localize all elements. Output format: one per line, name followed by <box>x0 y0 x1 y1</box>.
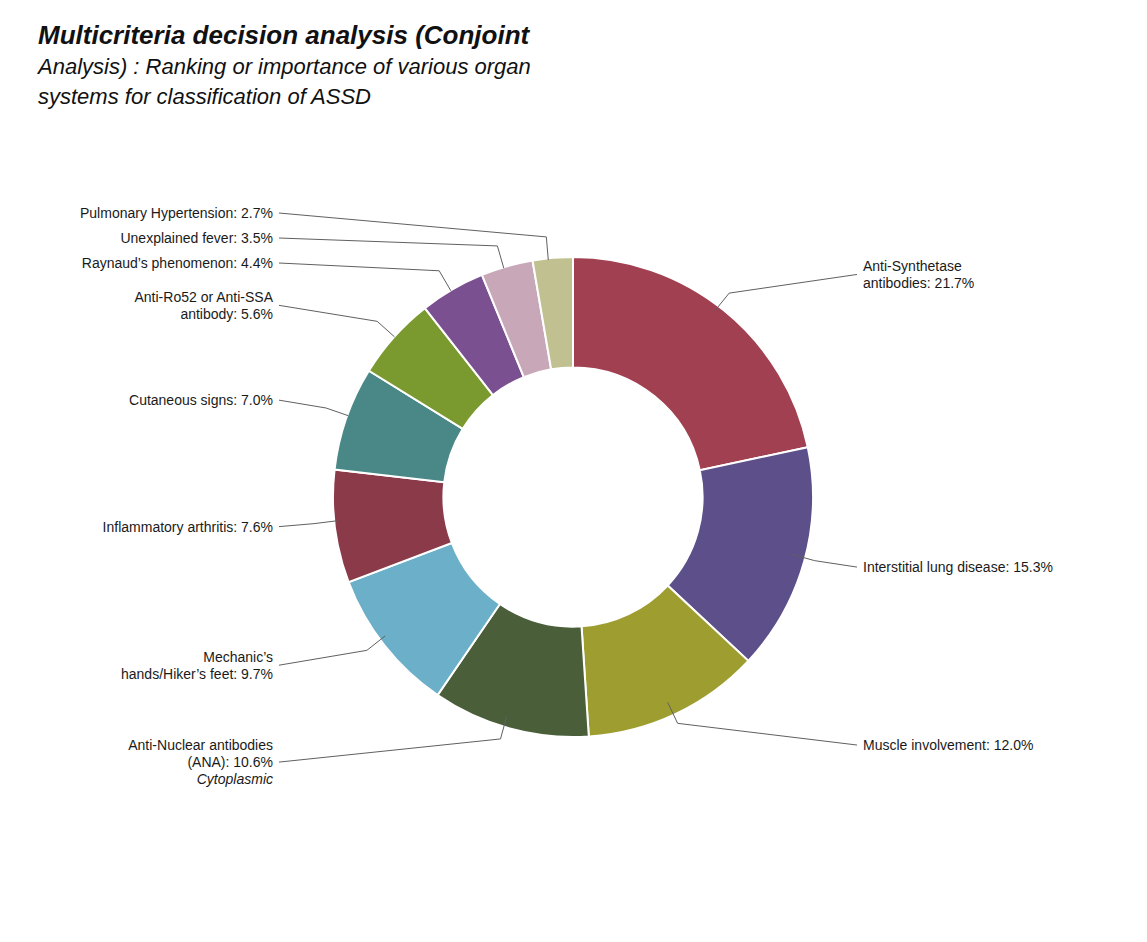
svg-text:Anti-Ro52 or Anti-SSAantibody:: Anti-Ro52 or Anti-SSAantibody: 5.6% <box>134 289 273 322</box>
svg-text:Interstitial lung disease: 15.: Interstitial lung disease: 15.3% <box>863 559 1053 575</box>
svg-text:Raynaud’s phenomenon: 4.4%: Raynaud’s phenomenon: 4.4% <box>82 255 273 271</box>
html-text:systems for classification of: systems for classification of ASSD <box>38 84 371 109</box>
svg-text:Anti-Nuclear antibodies(ANA):: Anti-Nuclear antibodies(ANA): 10.6%Cytop… <box>128 737 273 787</box>
svg-text:Muscle involvement: 12.0%: Muscle involvement: 12.0% <box>863 737 1033 753</box>
svg-text:Inflammatory arthritis: 7.6%: Inflammatory arthritis: 7.6% <box>103 519 273 535</box>
svg-text:Unexplained fever: 3.5%: Unexplained fever: 3.5% <box>120 230 273 246</box>
html-text:Multicriteria decision analysi: Multicriteria decision analysis (Conjoin… <box>38 20 530 50</box>
svg-text:Anti-Synthetaseantibodies: 21.: Anti-Synthetaseantibodies: 21.7% <box>863 258 974 291</box>
svg-text:Pulmonary Hypertension: 2.7%: Pulmonary Hypertension: 2.7% <box>80 205 273 221</box>
html-text:Analysis) : Ranking or importa: Analysis) : Ranking or importance of var… <box>38 54 531 79</box>
svg-text:Cutaneous signs: 7.0%: Cutaneous signs: 7.0% <box>129 392 273 408</box>
svg-text:Mechanic’shands/Hiker’s feet:: Mechanic’shands/Hiker’s feet: 9.7% <box>121 649 273 682</box>
